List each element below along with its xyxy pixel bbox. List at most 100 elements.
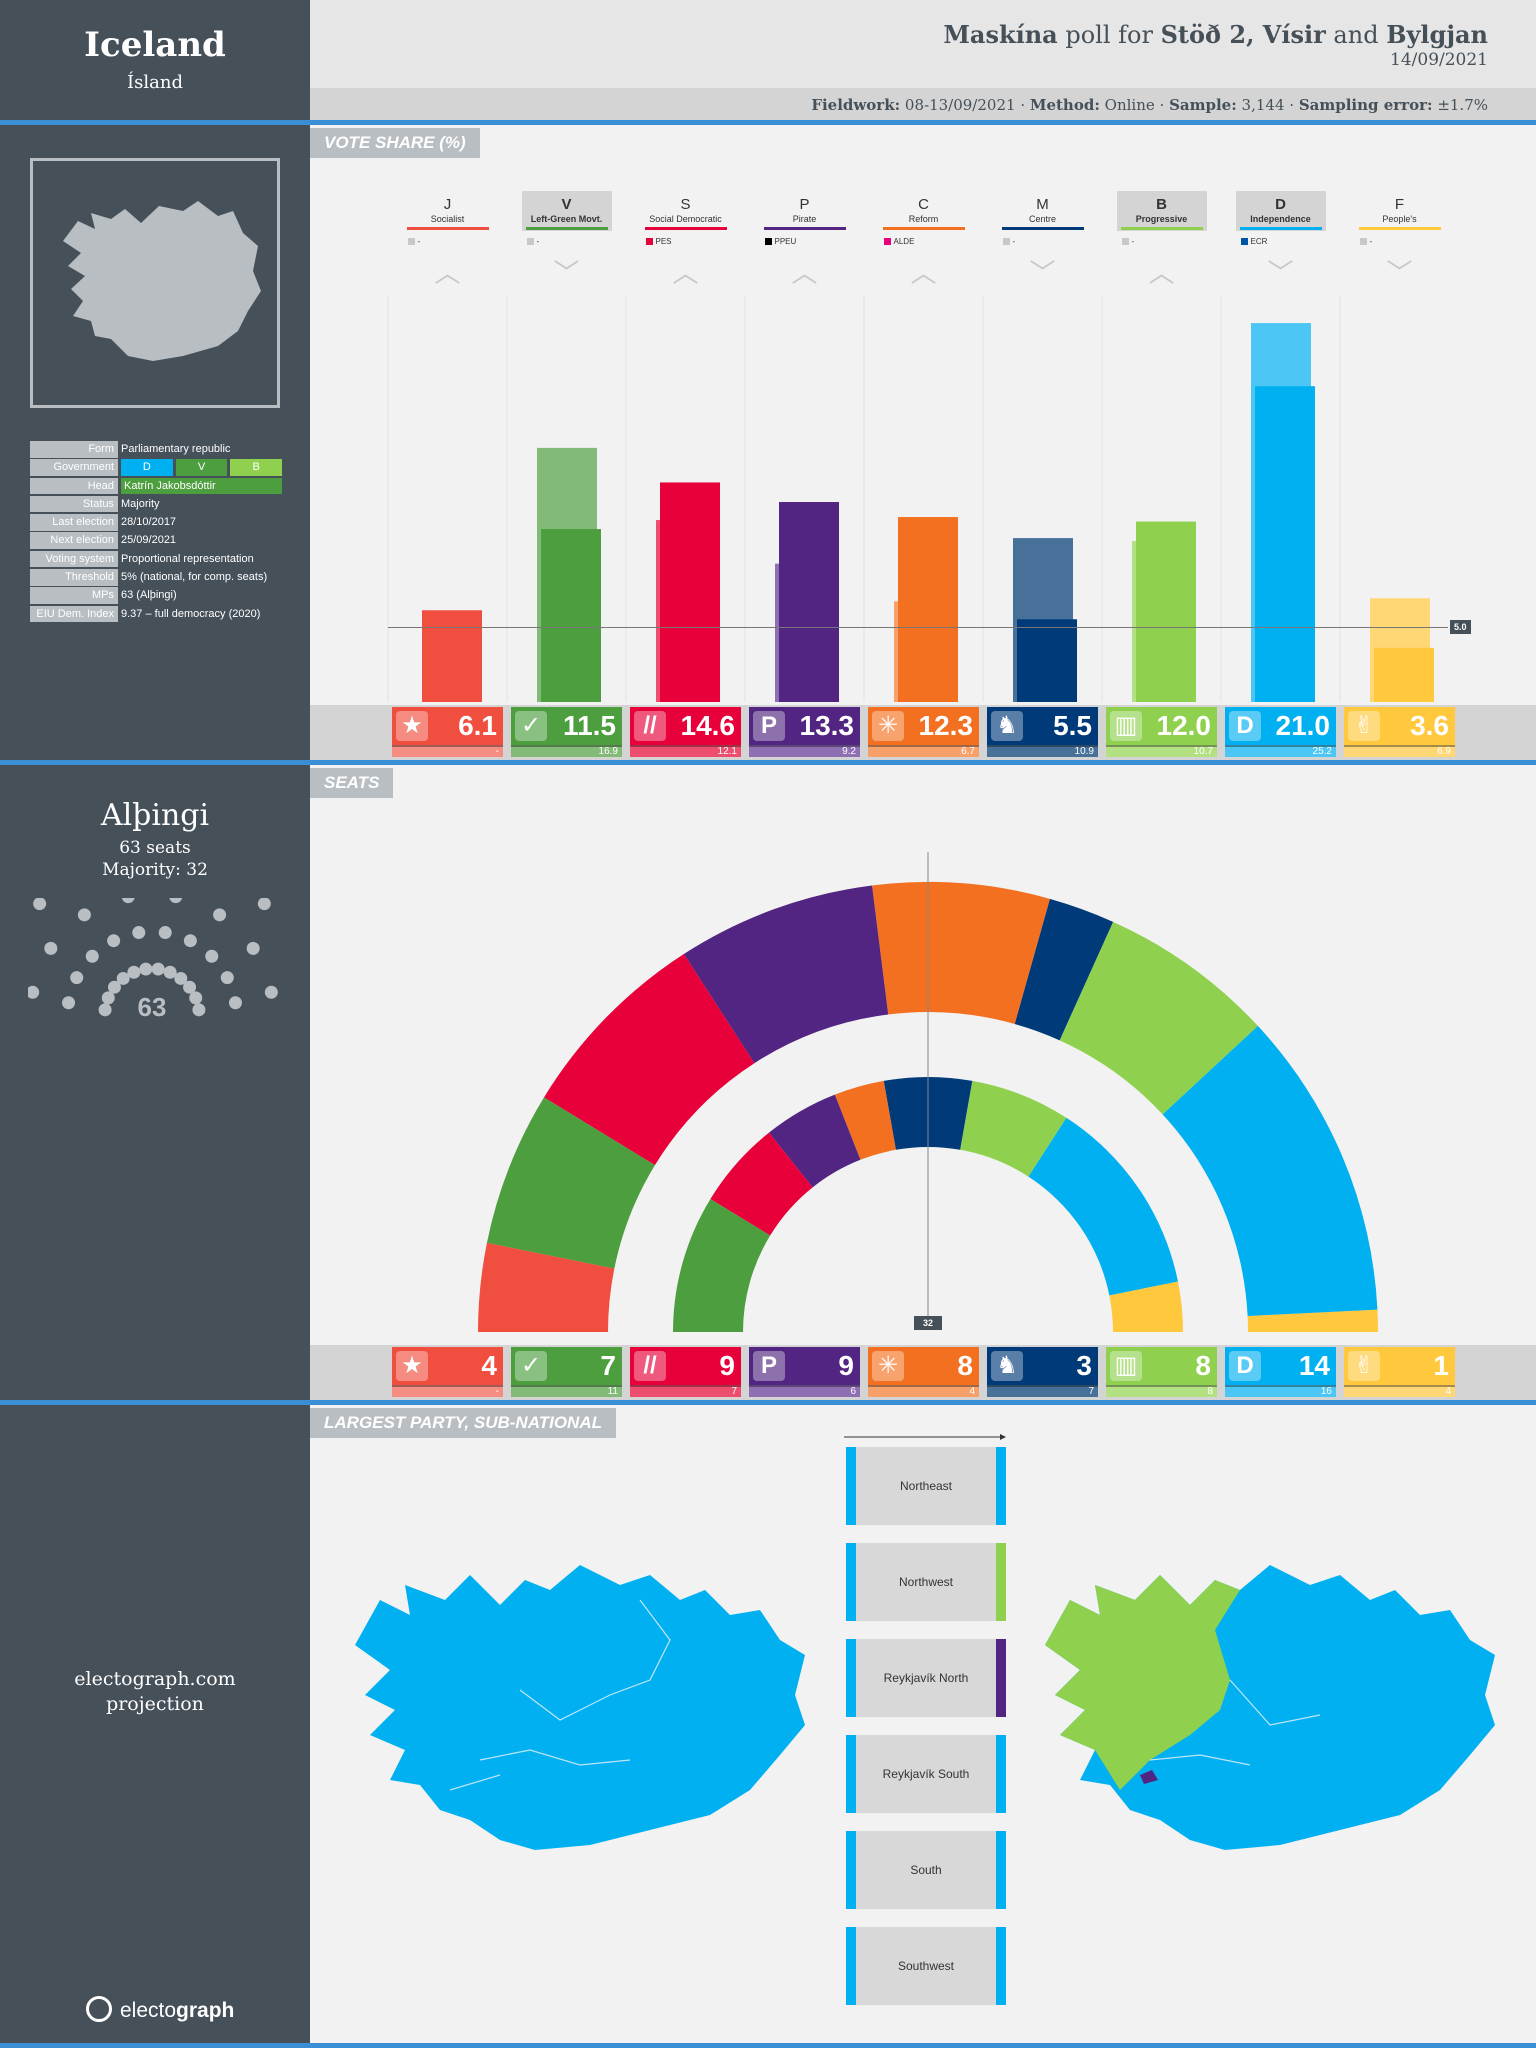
seat-dot (98, 1003, 112, 1017)
info-key: MPs (30, 587, 118, 604)
seat-dot (70, 971, 84, 985)
vote-result-j: ★ 6.1 - (392, 707, 503, 757)
seat-dot (169, 898, 183, 904)
error-value: ±1.7% (1437, 96, 1488, 114)
party-color-line (525, 227, 608, 230)
seat-dot (101, 991, 115, 1005)
eu-group-swatch (1002, 238, 1010, 245)
region-row: Reykjavík North (846, 1639, 1006, 1717)
poll-seats-segment-d (1162, 1025, 1378, 1317)
previous-value: 12.1 (717, 746, 737, 757)
eu-group-swatch (883, 238, 891, 245)
seat-dot (228, 996, 242, 1010)
poll-seats-segment-p (683, 885, 889, 1064)
result-main: ✓ 11.5 (511, 707, 622, 745)
poll-seats-segment-b (1059, 921, 1258, 1115)
info-value: 25/09/2021 (121, 534, 177, 547)
seat-result-v: ✓ 7 11 (511, 1347, 622, 1397)
vote-result-b: ▥ 12.0 10.7 (1106, 707, 1217, 757)
region-row: Northwest (846, 1543, 1006, 1621)
party-full-name: Reform (908, 214, 939, 224)
vote-share-chart (387, 296, 1434, 702)
party-header-box (521, 191, 612, 231)
party-code: C (918, 196, 929, 213)
seat-dot (174, 971, 188, 985)
result-value: 4 (481, 1350, 497, 1381)
result-previous: 8 (1106, 1385, 1217, 1397)
seat-result-f: ✌ 1 4 (1344, 1347, 1455, 1397)
bar-group (422, 323, 1434, 702)
eu-group: - (1359, 237, 1373, 246)
poll-details-bar (310, 88, 1536, 120)
result-main: ✌ 3.6 (1344, 707, 1455, 745)
previous-value: - (495, 1386, 499, 1397)
media-name-1: Stöð 2, Vísir (1160, 20, 1326, 49)
result-value: 7 (600, 1350, 616, 1381)
result-previous: 25.2 (1225, 745, 1336, 757)
seat-dot (158, 926, 172, 940)
result-value: 12.3 (918, 710, 974, 741)
party-logo-icon: ✌ (1348, 711, 1380, 741)
previous-seats-segment-f (1109, 1281, 1183, 1332)
seat-result-c: ✳ 8 4 (868, 1347, 979, 1397)
party-logo-icon: ♞ (991, 711, 1023, 741)
pollster-name: Maskína (943, 20, 1058, 49)
poll-seats-segment-v (486, 1097, 655, 1269)
result-previous: 6.9 (1344, 745, 1455, 757)
party-full-name: Pirate (792, 214, 817, 224)
party-full-name: Independence (1250, 214, 1311, 224)
eu-group-swatch (645, 238, 653, 245)
chevron-down-icon: ﹀ (553, 258, 580, 288)
poll-date: 14/09/2021 (1390, 50, 1488, 70)
result-previous: 7 (987, 1385, 1098, 1397)
party-full-name: Social Democratic (649, 214, 722, 224)
party-code: D (1275, 196, 1286, 213)
party-logo-icon: P (753, 1351, 785, 1381)
bar-poll-j (422, 610, 482, 702)
seat-dot (264, 985, 278, 999)
media-name-2: Bylgjan (1386, 20, 1488, 49)
previous-value: - (495, 746, 499, 757)
country-local-name: Ísland (127, 72, 183, 93)
result-previous: 16.9 (511, 745, 622, 757)
result-previous: - (392, 745, 503, 757)
info-value: 28/10/2017 (121, 516, 177, 529)
country-name: Iceland (84, 25, 226, 65)
seat-dot (44, 941, 58, 955)
previous-seats-segment-d (1028, 1117, 1178, 1296)
result-value: 3.6 (1410, 710, 1449, 741)
government-parties: D V B (121, 459, 283, 476)
result-value: 9 (838, 1350, 854, 1381)
party-logo-icon: ✳ (872, 711, 904, 741)
brand-bold: graph (176, 1999, 235, 2022)
seat-dot (121, 898, 135, 904)
largest-party-label: LARGEST PARTY, SUB-NATIONAL (310, 1408, 616, 1438)
eu-group-label: - (536, 237, 540, 246)
party-color-line (1239, 227, 1322, 230)
fieldwork-label: Fieldwork: (811, 96, 901, 114)
eu-group-label: - (1369, 237, 1373, 246)
party-logo-icon: ▥ (1110, 711, 1142, 741)
result-main: ▥ 12.0 (1106, 707, 1217, 745)
chevron-down-icon: ﹀ (1029, 258, 1056, 288)
chevron-up-icon: ︿ (434, 258, 461, 288)
chevron-up-icon: ︿ (672, 258, 699, 288)
previous-value: 11 (607, 1386, 618, 1397)
party-code: J (443, 196, 452, 213)
party-code: M (1036, 196, 1049, 213)
poll-seats-segment-j (478, 1242, 615, 1332)
result-value: 6.1 (458, 710, 497, 741)
info-value: 63 (Alþingi) (121, 589, 177, 602)
party-code: S (680, 196, 691, 213)
bar-poll-m (1017, 619, 1077, 702)
eu-group-label: - (1131, 237, 1135, 246)
poll-header (310, 0, 1536, 88)
party-logo-icon: ★ (396, 711, 428, 741)
arrow-icon (844, 1434, 1006, 1440)
total-seats: 63 (138, 992, 167, 1022)
result-main: ♞ 3 (987, 1347, 1098, 1385)
vote-result-v: ✓ 11.5 16.9 (511, 707, 622, 757)
eu-group-swatch (407, 238, 415, 245)
party-logo-icon: ✓ (515, 1351, 547, 1381)
result-main: // 14.6 (630, 707, 741, 745)
